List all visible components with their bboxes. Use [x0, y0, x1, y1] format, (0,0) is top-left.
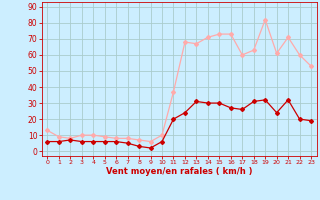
X-axis label: Vent moyen/en rafales ( km/h ): Vent moyen/en rafales ( km/h ): [106, 167, 252, 176]
